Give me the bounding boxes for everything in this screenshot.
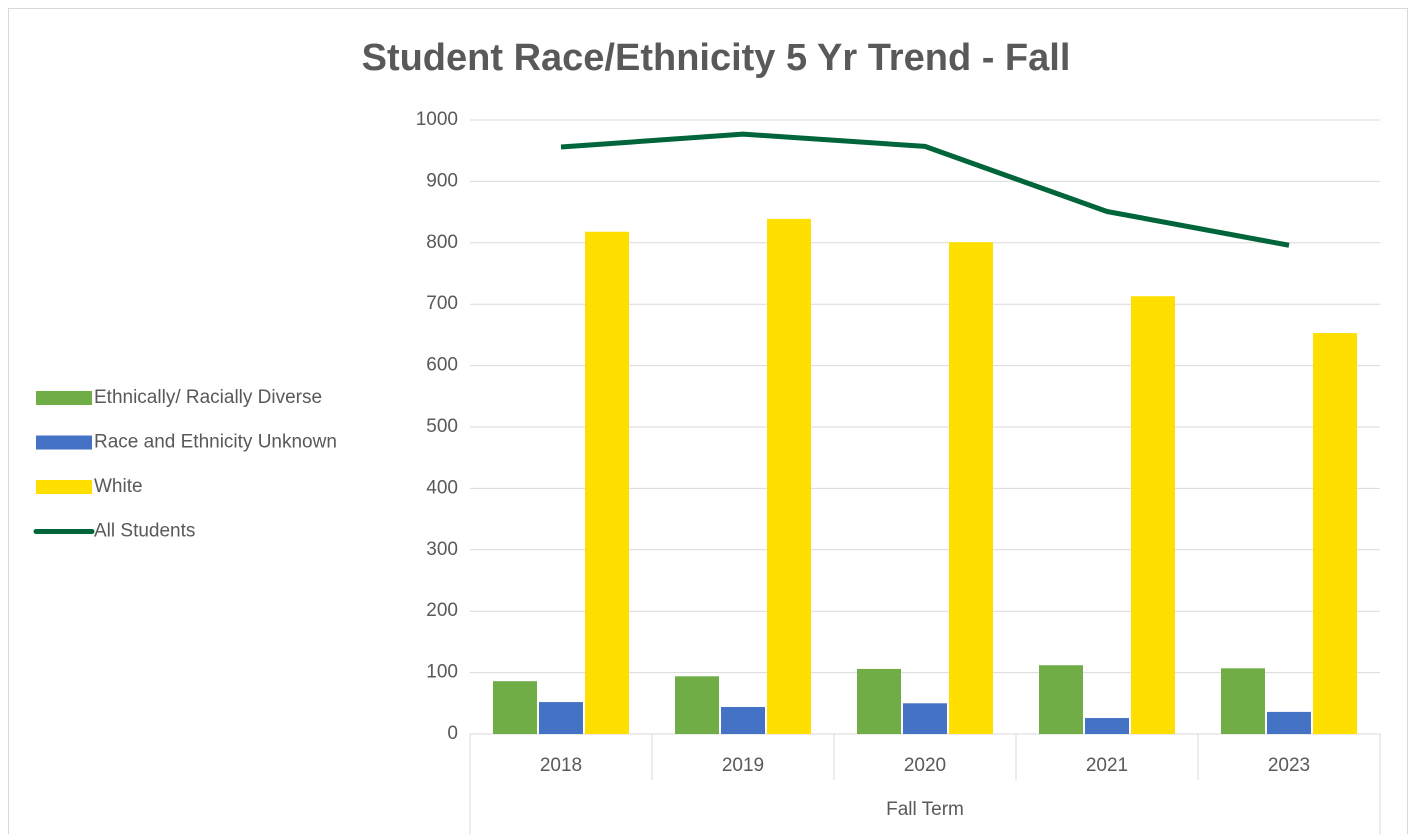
x-tick-label: 2020	[904, 755, 946, 776]
y-tick-label: 400	[426, 477, 458, 498]
bar	[1085, 718, 1129, 734]
bar	[585, 231, 629, 735]
x-tick-label: 2021	[1086, 755, 1128, 776]
y-tick-label: 700	[426, 293, 458, 314]
legend-swatch	[36, 480, 92, 494]
x-tick-label: 2019	[722, 755, 764, 776]
bar	[949, 242, 993, 734]
y-tick-label: 200	[426, 600, 458, 621]
line-series	[560, 131, 1290, 248]
y-tick-label: 900	[426, 170, 458, 191]
bar	[493, 681, 537, 734]
bar	[675, 676, 719, 734]
legend-label: All Students	[94, 521, 195, 542]
y-tick-label: 0	[447, 723, 458, 744]
bar	[767, 218, 811, 734]
chart-title: Student Race/Ethnicity 5 Yr Trend - Fall	[362, 37, 1071, 79]
bar	[857, 668, 901, 734]
legend-label: White	[94, 476, 143, 497]
x-tick-label: 2018	[540, 755, 582, 776]
x-tick-label: 2023	[1268, 755, 1310, 776]
legend-label: Race and Ethnicity Unknown	[94, 432, 337, 453]
legend-swatch	[36, 391, 92, 405]
y-tick-label: 800	[426, 232, 458, 253]
bar	[539, 702, 583, 734]
legend-swatch	[36, 435, 92, 450]
y-tick-label: 300	[426, 539, 458, 560]
y-tick-label: 100	[426, 662, 458, 683]
x-axis-label: Fall Term	[886, 799, 964, 820]
bar	[1267, 711, 1311, 734]
y-tick-label: 1000	[416, 109, 458, 130]
y-tick-label: 600	[426, 355, 458, 376]
bar	[1313, 333, 1357, 734]
bar	[1039, 665, 1083, 734]
y-tick-label: 500	[426, 416, 458, 437]
bar	[721, 706, 765, 734]
bar	[1221, 668, 1265, 734]
legend-label: Ethnically/ Racially Diverse	[94, 387, 322, 408]
bar	[903, 703, 947, 734]
bar	[1131, 296, 1175, 734]
